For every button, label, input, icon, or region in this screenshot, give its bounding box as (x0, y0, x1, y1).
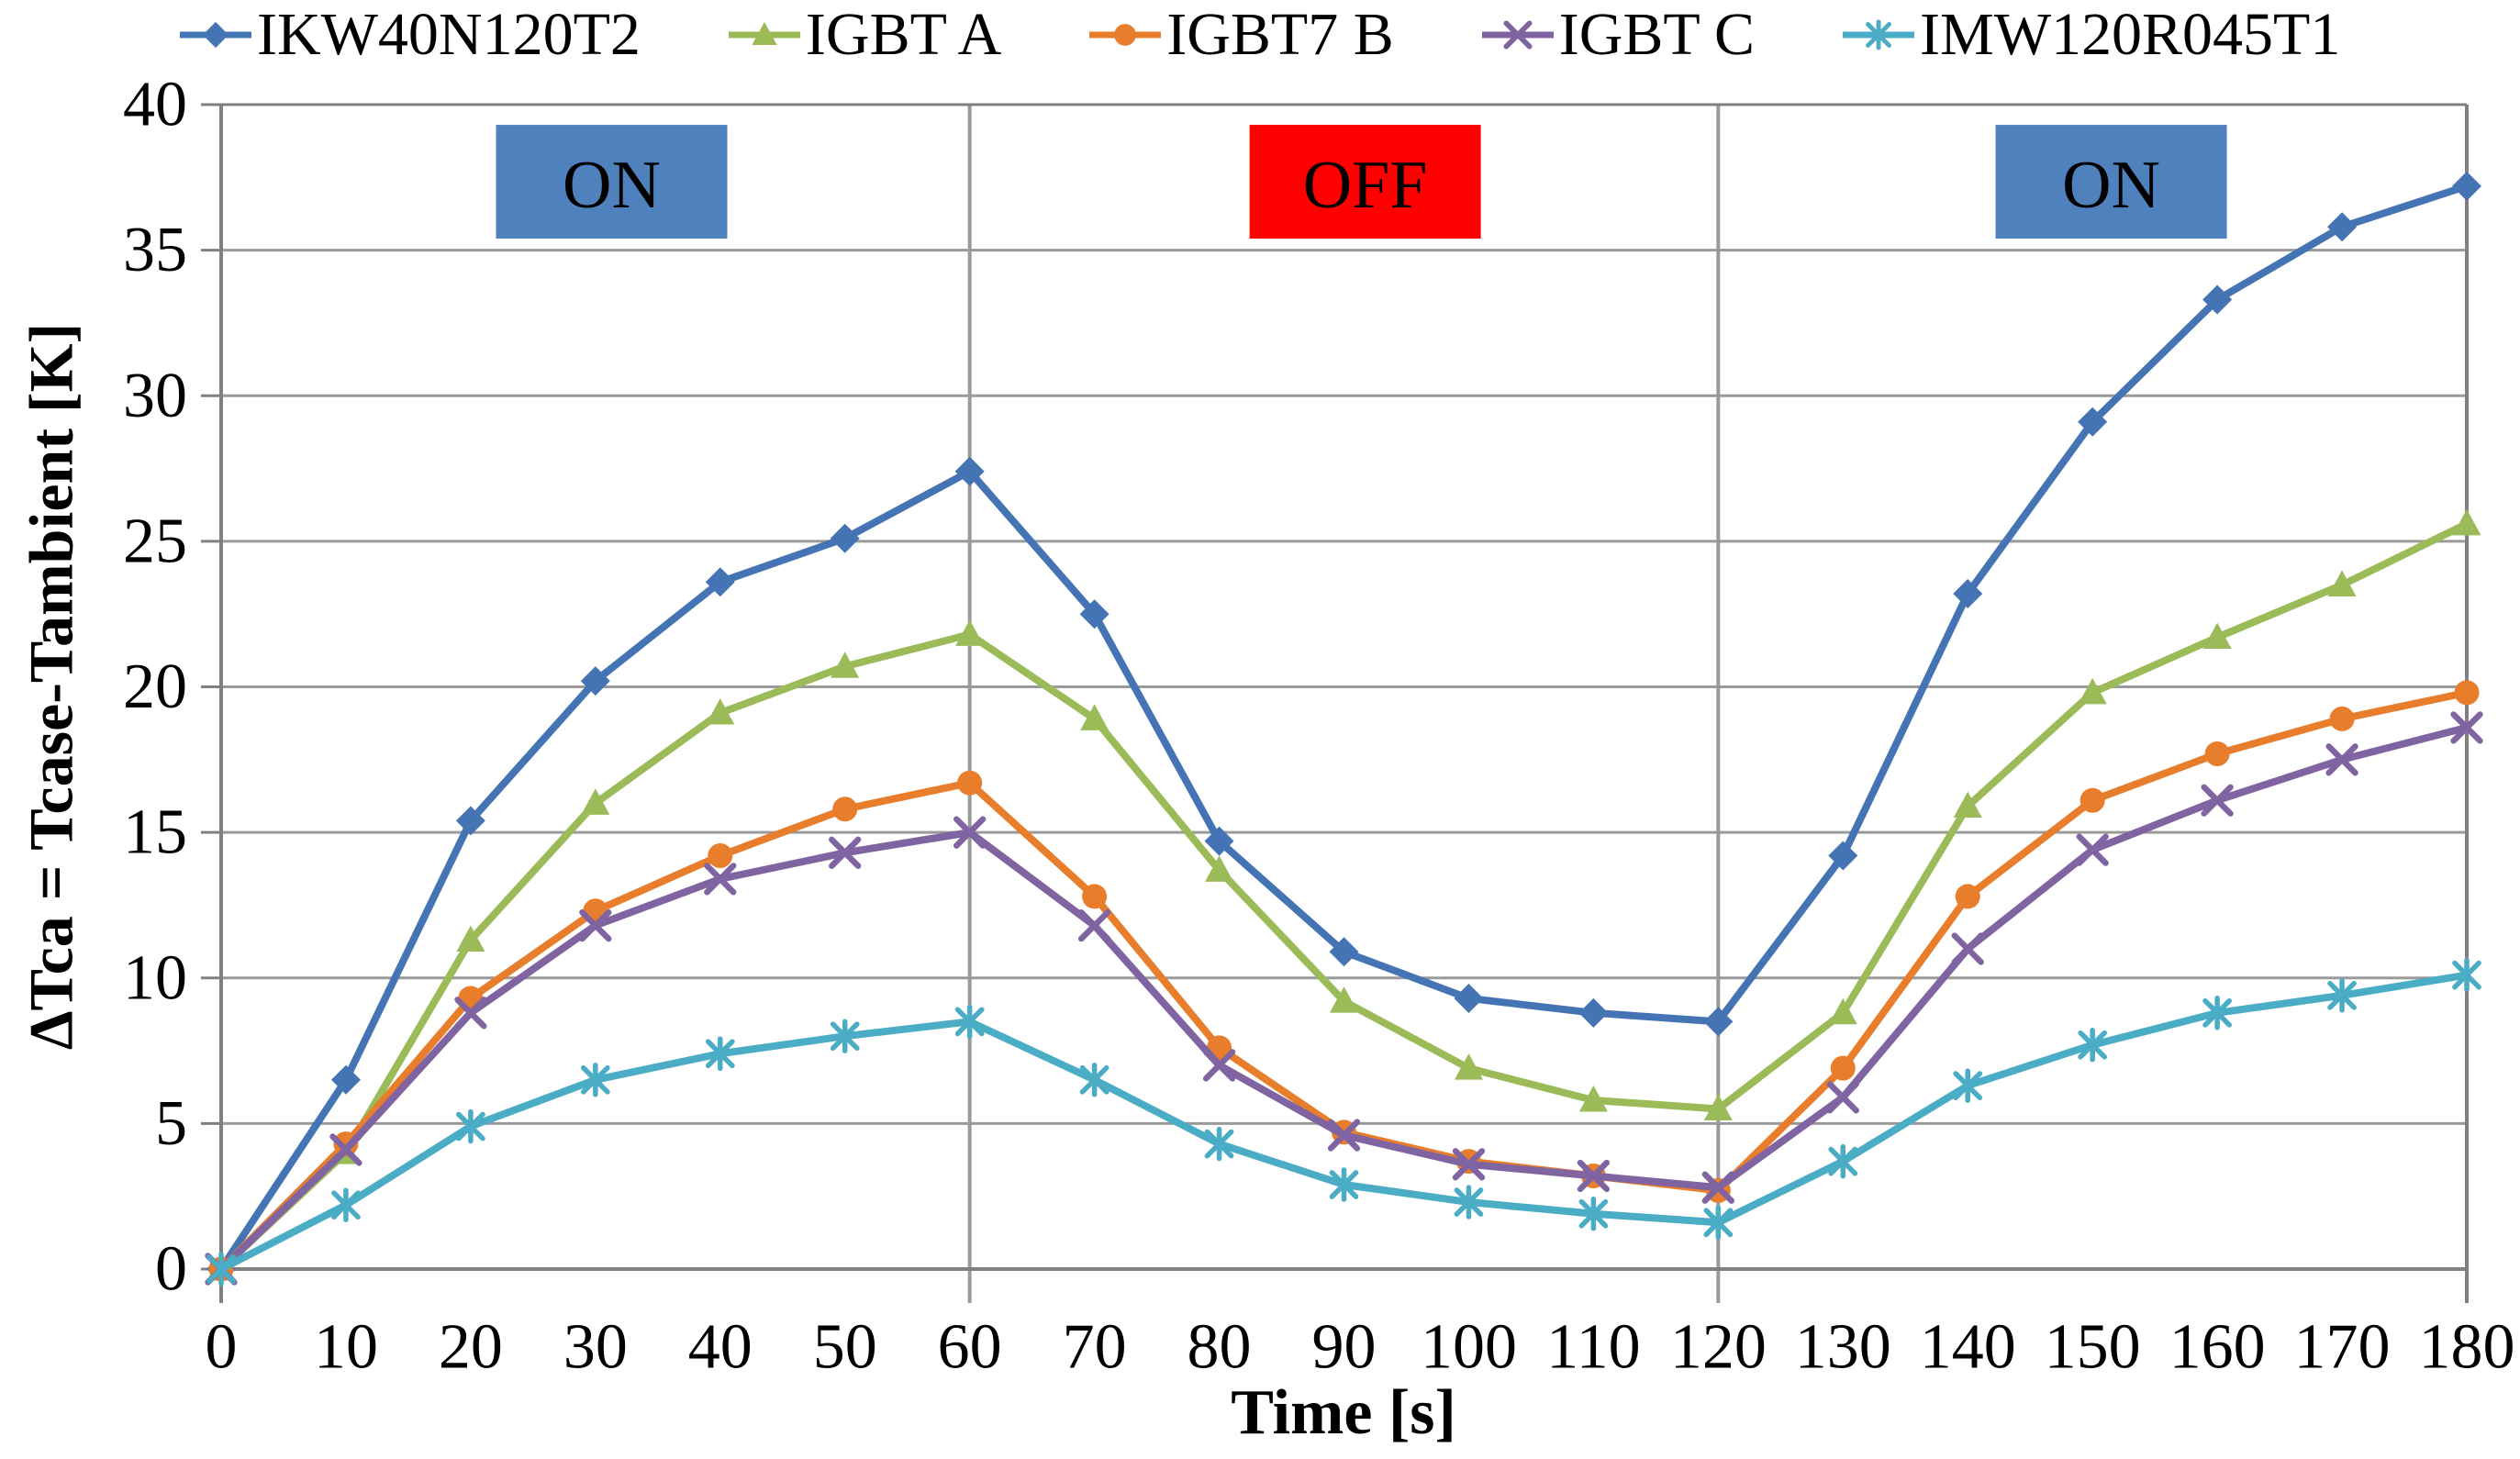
y-tick-label: 20 (123, 652, 187, 722)
legend-item-IKW40N120T2: IKW40N120T2 (180, 0, 641, 70)
legend-item-IGBT7-B: IGBT7 B (1089, 0, 1394, 70)
x-tick-label: 20 (439, 1312, 503, 1383)
x-tick-label: 0 (206, 1312, 238, 1383)
x-tick-label: 60 (938, 1312, 1002, 1383)
svg-text:OFF: OFF (1303, 148, 1428, 223)
y-tick-label: 0 (155, 1234, 187, 1305)
x-tick-label: 120 (1670, 1312, 1767, 1383)
x-axis-title: Time [s] (1231, 1377, 1456, 1448)
region-annotation-on: ON (1995, 125, 2227, 239)
x-tick-label: 10 (314, 1312, 378, 1383)
series-markers-IMW120R045T1 (206, 957, 2481, 1286)
triangle-marker-icon (728, 21, 800, 45)
y-tick-label: 25 (123, 506, 187, 576)
x-tick-label: 110 (1546, 1312, 1640, 1383)
series-markers-IKW40N120T2 (206, 171, 2481, 1284)
legend-item-IMW120R045T1: IMW120R045T1 (1843, 0, 2340, 70)
y-tick-label: 35 (123, 215, 187, 285)
legend-item-IGBT-A: IGBT A (728, 0, 1002, 70)
y-tick-label: 5 (155, 1088, 187, 1159)
x-tick-label: 100 (1421, 1312, 1517, 1383)
region-annotation-off: OFF (1249, 125, 1481, 239)
y-tick-label: 15 (123, 797, 187, 868)
x-tick-label: 130 (1795, 1312, 1891, 1383)
y-tick-label: 10 (123, 942, 187, 1013)
x-marker-icon (1481, 20, 1554, 50)
region-annotation-on: ON (496, 125, 728, 239)
x-tick-label: 180 (2419, 1312, 2515, 1383)
x-tick-label: 50 (813, 1312, 877, 1383)
x-tick-label: 40 (688, 1312, 753, 1383)
svg-text:ON: ON (563, 148, 661, 223)
x-tick-label: 160 (2169, 1312, 2266, 1383)
series-line-IKW40N120T2 (217, 182, 2470, 1273)
y-tick-label: 30 (123, 361, 187, 431)
legend-label: IGBT7 B (1166, 1, 1394, 68)
x-tick-label: 30 (563, 1312, 628, 1383)
circle-marker-icon (1089, 24, 1162, 46)
legend-label: IGBT C (1558, 1, 1756, 68)
svg-text:ON: ON (2062, 148, 2160, 223)
series-markers-IGBT-A (206, 508, 2481, 1281)
series-line-IGBT-A (217, 519, 2470, 1273)
x-tick-label: 140 (1920, 1312, 2016, 1383)
diamond-marker-icon (180, 21, 251, 49)
y-tick-label: 40 (123, 70, 187, 140)
asterisk-marker-icon (1843, 19, 1915, 50)
x-tick-label: 170 (2294, 1312, 2391, 1383)
legend-label: IMW120R045T1 (1920, 1, 2341, 68)
x-tick-label: 70 (1063, 1312, 1127, 1383)
legend-item-IGBT-C: IGBT C (1481, 0, 1756, 70)
legend: IKW40N120T2 IGBT A IGBT7 B IGBT C IMW120R045… (180, 0, 2340, 70)
x-tick-label: 150 (2045, 1312, 2141, 1383)
legend-label: IKW40N120T2 (257, 1, 641, 68)
x-tick-label: 80 (1188, 1312, 1252, 1383)
x-tick-label: 90 (1312, 1312, 1377, 1383)
legend-label: IGBT A (805, 1, 1002, 68)
y-axis-title: ΔTca = Tcase-Tambient [K] (16, 322, 86, 1051)
